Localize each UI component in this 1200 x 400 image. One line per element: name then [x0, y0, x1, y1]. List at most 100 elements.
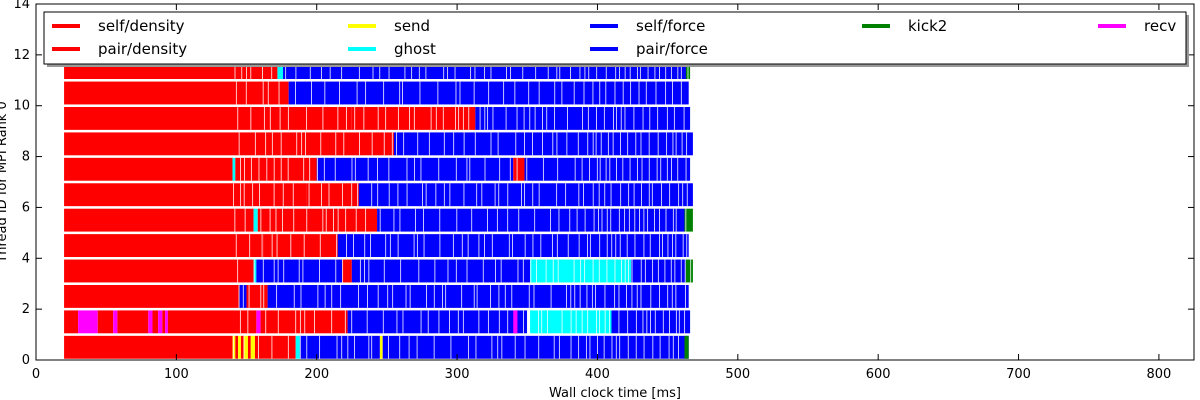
task-boundary	[631, 284, 633, 308]
task-boundary	[685, 208, 687, 232]
task-boundary	[557, 259, 559, 283]
task-boundary	[487, 106, 489, 130]
task-boundary	[641, 183, 642, 207]
task-boundary	[643, 208, 645, 232]
x-tick-label: 100	[164, 367, 189, 382]
task-boundary	[388, 157, 390, 181]
task-boundary	[535, 56, 537, 80]
task-boundary	[616, 157, 617, 181]
task-boundary	[587, 132, 589, 156]
task-boundary	[399, 208, 401, 232]
task-boundary	[433, 335, 435, 359]
task-boundary	[341, 56, 343, 80]
task-boundary	[598, 259, 600, 283]
task-boundary	[677, 56, 679, 80]
task-boundary	[239, 310, 241, 334]
task-boundary	[273, 157, 275, 181]
task-boundary	[575, 310, 577, 334]
task-boundary	[662, 234, 663, 258]
task-boundary	[529, 106, 531, 130]
task-boundary	[659, 234, 661, 258]
task-boundary	[654, 56, 656, 80]
task-boundary	[442, 284, 443, 308]
x-tick-label: 600	[866, 367, 891, 382]
task-boundary	[614, 259, 616, 283]
task-boundary	[521, 183, 522, 207]
task-boundary	[238, 284, 240, 308]
task-boundary	[333, 208, 334, 232]
bar-thread-1-recv	[256, 310, 261, 334]
task-boundary	[570, 284, 572, 308]
task-boundary	[417, 132, 419, 156]
task-boundary	[532, 132, 533, 156]
task-boundary	[320, 56, 322, 80]
task-boundary	[462, 106, 464, 130]
task-boundary	[406, 183, 408, 207]
task-boundary	[455, 106, 456, 130]
x-tick-label: 0	[32, 367, 40, 382]
task-boundary	[618, 310, 620, 334]
bar-thread-0-pair-density	[254, 335, 296, 359]
task-boundary	[273, 183, 275, 207]
task-boundary	[379, 56, 381, 80]
task-boundary	[263, 106, 265, 130]
legend: self/density pair/density send ghost self/fo…	[43, 11, 1189, 67]
task-boundary	[657, 106, 659, 130]
legend-label-pair-force: pair/force	[636, 40, 708, 58]
task-boundary	[474, 56, 476, 80]
task-boundary	[306, 335, 308, 359]
task-boundary	[428, 132, 430, 156]
task-boundary	[587, 310, 589, 334]
bar-thread-3-ghost	[253, 259, 257, 283]
task-boundary	[526, 157, 528, 181]
task-boundary	[678, 310, 680, 334]
task-boundary	[628, 259, 629, 283]
x-tick-label: 700	[1006, 367, 1031, 382]
task-boundary	[301, 132, 303, 156]
task-boundary	[516, 106, 518, 130]
task-boundary	[603, 335, 605, 359]
task-boundary	[324, 81, 326, 105]
task-boundary	[266, 157, 268, 181]
task-boundary	[687, 56, 689, 80]
task-boundary	[503, 81, 505, 105]
task-boundary	[323, 157, 325, 181]
y-tick-label: 2	[22, 302, 30, 317]
task-boundary	[511, 234, 513, 258]
y-tick-label: 4	[22, 251, 30, 266]
task-boundary	[388, 335, 389, 359]
task-boundary	[481, 183, 483, 207]
task-boundary	[650, 284, 652, 308]
task-boundary	[659, 335, 661, 359]
task-boundary	[566, 132, 568, 156]
task-boundary	[331, 310, 333, 334]
task-boundary	[667, 284, 669, 308]
task-boundary	[370, 234, 371, 258]
task-boundary	[260, 284, 262, 308]
task-boundary	[396, 132, 397, 156]
task-boundary	[409, 284, 411, 308]
task-boundary	[675, 310, 677, 334]
task-boundary	[449, 310, 450, 334]
task-boundary	[604, 183, 606, 207]
bar-thread-6-pair-density	[306, 183, 359, 207]
task-boundary	[487, 208, 489, 232]
task-boundary	[583, 183, 584, 207]
task-boundary	[240, 157, 241, 181]
task-boundary	[250, 106, 252, 130]
task-boundary	[275, 208, 277, 232]
task-boundary	[296, 132, 298, 156]
task-boundary	[351, 157, 353, 181]
task-boundary	[342, 183, 343, 207]
task-boundary	[413, 234, 415, 258]
task-boundary	[482, 259, 484, 283]
task-boundary	[232, 335, 234, 359]
task-boundary	[437, 81, 439, 105]
task-boundary	[610, 183, 612, 207]
task-boundary	[622, 81, 624, 105]
task-boundary	[651, 183, 653, 207]
task-boundary	[351, 183, 353, 207]
task-boundary	[518, 208, 520, 232]
task-boundary	[667, 234, 669, 258]
